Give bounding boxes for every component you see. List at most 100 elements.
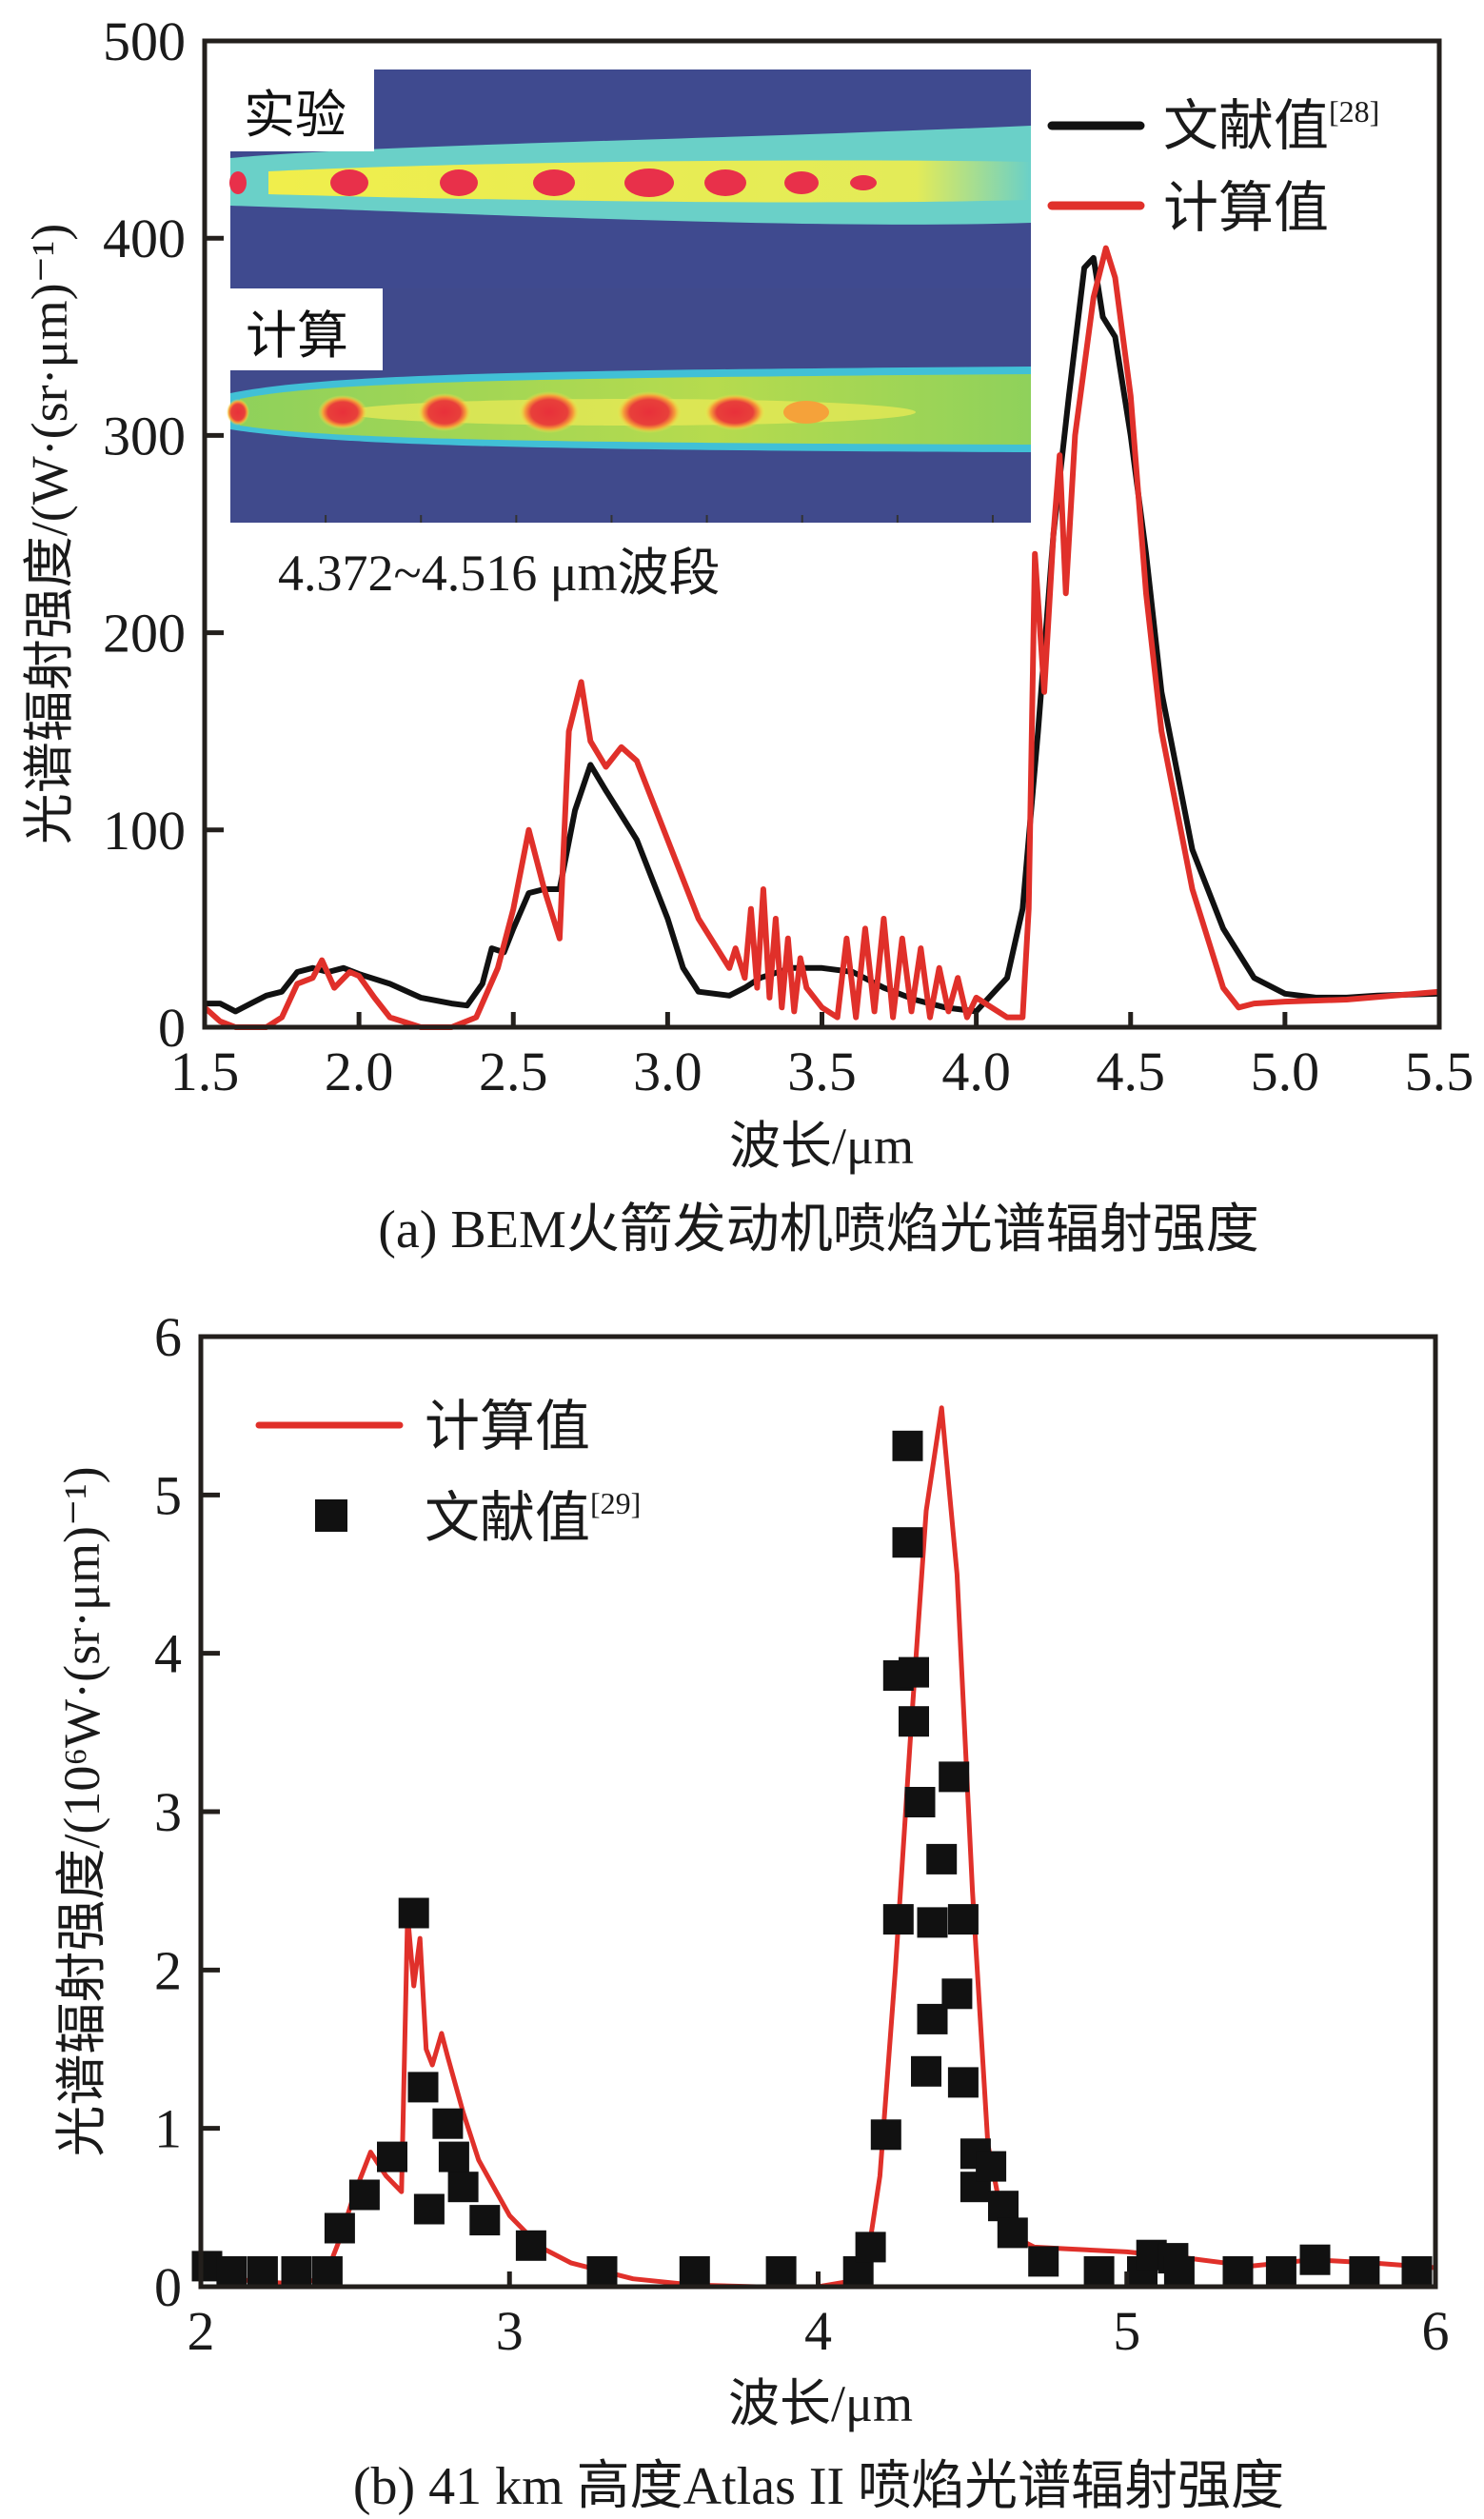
reference-data-point (926, 1843, 958, 1874)
experiment-hotspot (704, 169, 746, 196)
chart-b-x-axis-title: 波长/μm (728, 2375, 913, 2432)
reference-data-point (515, 2230, 546, 2261)
inset-top-label-box (230, 69, 374, 151)
legend-label-reference: 文献值[28] (1163, 94, 1379, 157)
reference-data-point (892, 1430, 923, 1461)
chart-b: 2 3 4 5 6 0 1 2 3 4 5 6 计算值 文献值[29] 波长/μm 光谱辐射强度/(1… (53, 1306, 1450, 2516)
chart-a-y-axis-title: 光谱辐射强度/(W·(sr·μm)⁻¹) (21, 224, 78, 845)
reference-data-point (247, 2256, 278, 2287)
legend-label-computed: 计算值 (1163, 177, 1329, 239)
y-tick-label: 0 (158, 997, 186, 1059)
reference-data-point (413, 2193, 445, 2225)
reference-data-point (281, 2256, 312, 2287)
x-tick-label: 5.0 (1251, 1041, 1320, 1102)
series-computed-line (199, 1405, 1436, 2290)
chart-b-caption: (b) 41 km 高度Atlas II 喷焰光谱辐射强度 (353, 2457, 1284, 2516)
y-tick-label: 400 (103, 208, 186, 269)
reference-data-point (398, 1897, 429, 1929)
experiment-hotspot (533, 169, 575, 196)
x-tick-label: 3.0 (633, 1041, 702, 1102)
reference-data-point (679, 2256, 710, 2287)
reference-data-point (1222, 2256, 1254, 2287)
x-tick-label: 2.0 (325, 1041, 394, 1102)
y-tick-label: 4 (154, 1623, 182, 1685)
x-tick-label: 2 (188, 2300, 215, 2362)
x-tick-label: 4.5 (1097, 1041, 1166, 1102)
x-tick-label: 5.5 (1405, 1041, 1474, 1102)
reference-data-point (870, 2119, 901, 2151)
y-tick-label: 500 (103, 10, 186, 72)
reference-data-point (917, 1907, 948, 1938)
chart-a: 实验 计算 4.372~4.516 μm波段 1.5 2.0 2.5 3.0 3.5 4.… (21, 10, 1474, 1260)
legend-label-reference-text: 文献值 (1163, 95, 1329, 157)
reference-data-point (1163, 2256, 1195, 2287)
reference-data-point (765, 2256, 797, 2287)
reference-data-point (882, 1904, 914, 1935)
y-tick-label: 2 (154, 1939, 182, 2001)
chart-a-legend: 文献值[28] 计算值 (1047, 94, 1379, 239)
reference-data-point (947, 1904, 979, 1935)
reference-data-point (348, 2179, 380, 2211)
reference-data-point (1083, 2256, 1115, 2287)
reference-data-point (469, 2205, 501, 2236)
legend-label-reference-citation: [29] (590, 1486, 641, 1520)
reference-data-point (1349, 2256, 1380, 2287)
experiment-hotspot (784, 171, 819, 194)
reference-data-point (988, 2191, 1019, 2222)
reference-data-point (911, 2055, 941, 2087)
y-tick-label: 6 (154, 1306, 182, 1368)
reference-data-point (947, 2067, 979, 2098)
reference-data-point (904, 1787, 936, 1817)
inset-band-label: 4.372~4.516 μm波段 (278, 545, 721, 602)
computed-hotspot (704, 394, 765, 430)
computed-plume (227, 367, 1031, 452)
chart-b-y-axis-title: 光谱辐射强度/(10⁶W·(sr·μm)⁻¹) (53, 1466, 110, 2156)
y-tick-label: 0 (154, 2256, 182, 2318)
computed-hotspot (783, 401, 829, 424)
reference-data-point (432, 2108, 464, 2139)
y-tick-label: 100 (103, 800, 186, 862)
legend-label-reference-citation: [28] (1329, 94, 1379, 129)
reference-data-point (407, 2072, 439, 2103)
experiment-hotspot (850, 175, 877, 190)
inset-top-label: 实验 (244, 87, 346, 144)
reference-data-point (1299, 2244, 1331, 2275)
reference-data-point (941, 1978, 973, 2010)
reference-data-point (939, 1761, 970, 1793)
reference-data-point (447, 2172, 479, 2203)
computed-hotspot (318, 395, 367, 429)
reference-data-point (892, 1527, 923, 1558)
x-tick-label: 3.5 (787, 1041, 857, 1102)
legend-label-reference: 文献值[29] (425, 1486, 641, 1549)
x-tick-label: 6 (1422, 2300, 1450, 2362)
inset-ticks (325, 515, 994, 523)
y-tick-label: 3 (154, 1781, 182, 1843)
x-tick-label: 5 (1113, 2300, 1140, 2362)
y-tick-label: 200 (103, 603, 186, 664)
reference-data-point (899, 1656, 929, 1688)
reference-data-point (586, 2256, 618, 2287)
experiment-hotspot (440, 169, 478, 196)
reference-data-point (324, 2212, 355, 2244)
x-tick-label: 4.0 (941, 1041, 1011, 1102)
chart-b-axes: 2 3 4 5 6 0 1 2 3 4 5 6 (154, 1306, 1450, 2362)
experiment-plume (229, 126, 1031, 225)
x-tick-label: 1.5 (170, 1041, 240, 1102)
experiment-hotspot (330, 169, 368, 196)
chart-b-legend: 计算值 文献值[29] (255, 1396, 641, 1549)
x-tick-label: 2.5 (479, 1041, 548, 1102)
experiment-hotspot (624, 169, 674, 197)
inset-bottom-label: 计算 (246, 307, 348, 365)
chart-a-x-axis-title: 波长/μm (729, 1118, 914, 1175)
reference-data-point (377, 2141, 407, 2172)
reference-data-point (1401, 2256, 1433, 2287)
computed-hotspot (227, 399, 249, 426)
reference-data-point (216, 2256, 247, 2287)
reference-data-point (855, 2231, 886, 2263)
reference-data-point (438, 2141, 469, 2172)
inset-bottom-label-box (230, 288, 383, 370)
reference-data-point (311, 2256, 343, 2287)
legend-marker-reference (315, 1499, 347, 1532)
reference-data-point (1028, 2246, 1059, 2277)
